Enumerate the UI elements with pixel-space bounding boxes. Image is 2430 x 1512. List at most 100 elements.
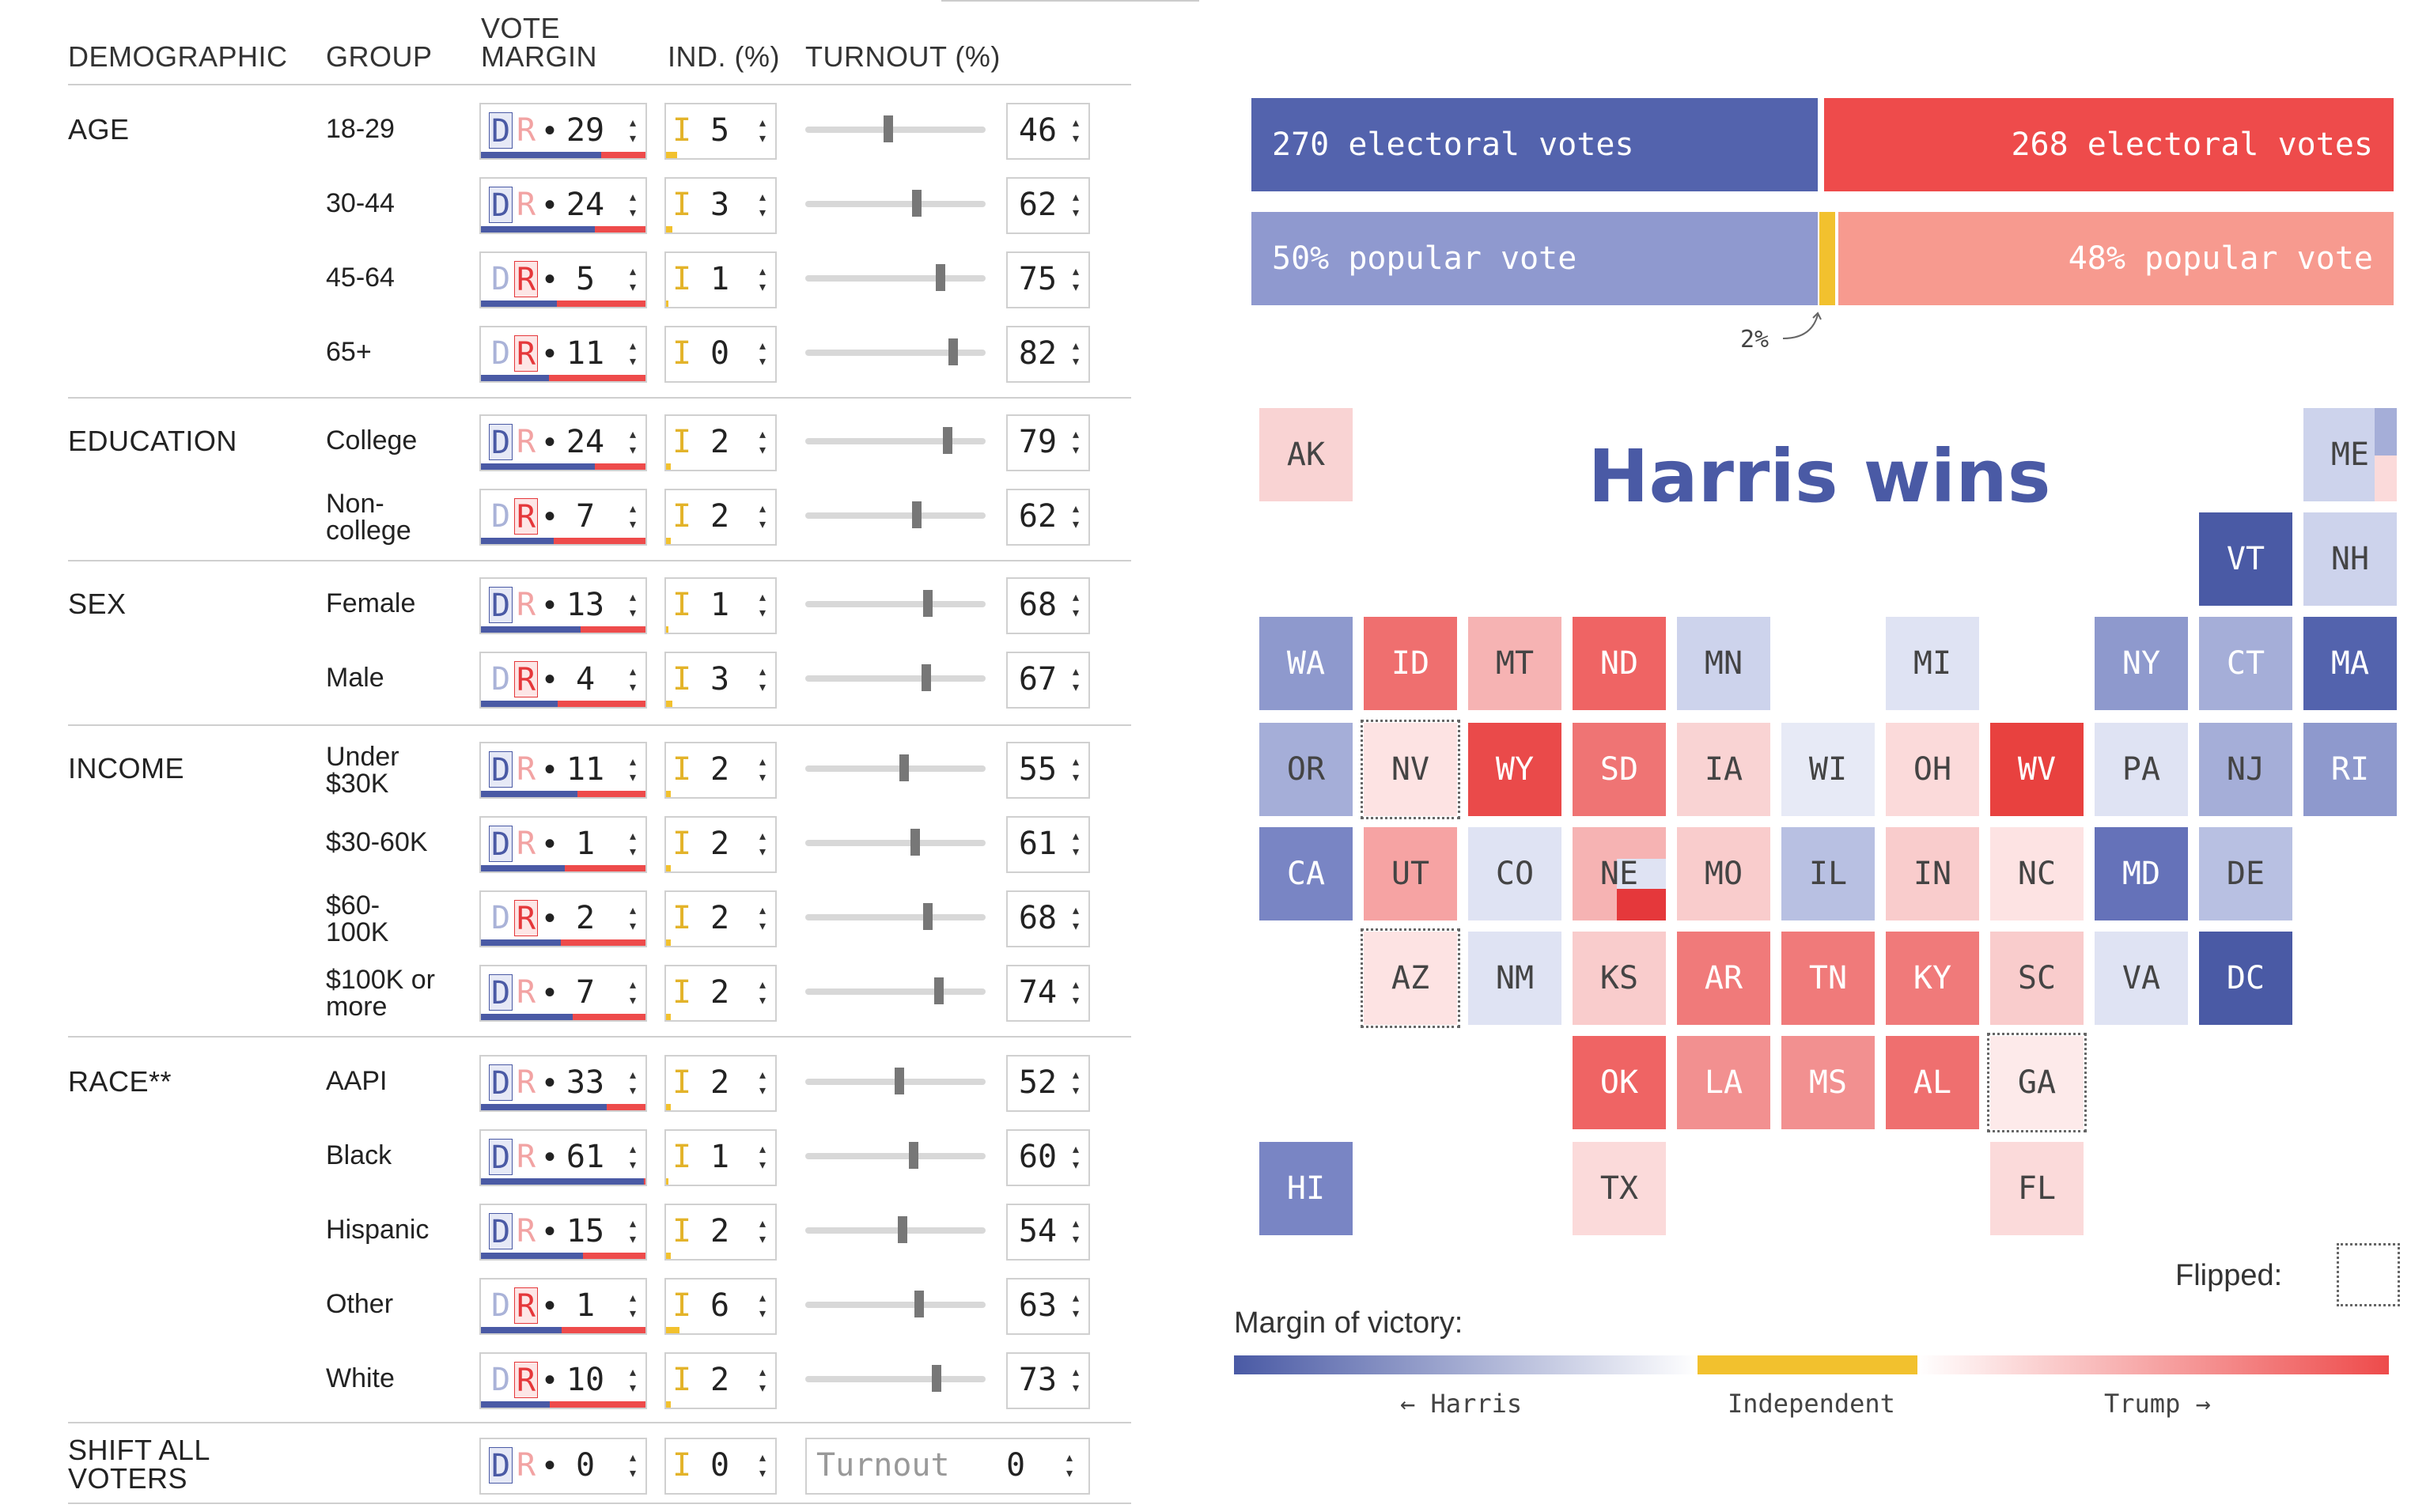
shift-all-independent-stepper[interactable]: ▴ ▾ (759, 1451, 766, 1480)
vote-margin-stepper[interactable]: ▴ ▾ (629, 665, 637, 694)
turnout-input[interactable]: 75 ▴ ▾ (1006, 251, 1090, 308)
dem-toggle[interactable]: D (489, 1447, 513, 1484)
state-tile-ak[interactable]: AK (1259, 408, 1353, 501)
independent-input[interactable]: I 2 ▴ ▾ (664, 816, 777, 873)
vote-margin-stepper[interactable]: ▴ ▾ (629, 265, 637, 294)
turnout-slider[interactable] (805, 829, 986, 856)
state-tile-pa[interactable]: PA (2095, 723, 2188, 816)
independent-input[interactable]: I 1 ▴ ▾ (664, 577, 777, 634)
turnout-input[interactable]: 61 ▴ ▾ (1006, 816, 1090, 873)
dem-toggle[interactable]: D (489, 424, 513, 461)
state-tile-ri[interactable]: RI (2303, 723, 2397, 816)
turnout-stepper[interactable]: ▴ ▾ (1072, 755, 1080, 784)
turnout-stepper[interactable]: ▴ ▾ (1072, 665, 1080, 694)
turnout-input[interactable]: 79 ▴ ▾ (1006, 414, 1090, 471)
turnout-slider[interactable] (805, 590, 986, 617)
turnout-slider-handle[interactable] (914, 1291, 924, 1317)
independent-input[interactable]: I 2 ▴ ▾ (664, 489, 777, 546)
vote-margin-stepper[interactable]: ▴ ▾ (629, 830, 637, 859)
turnout-slider-handle[interactable] (934, 977, 944, 1004)
rep-toggle[interactable]: R (516, 974, 536, 1011)
independent-stepper[interactable]: ▴ ▾ (759, 978, 766, 1007)
independent-stepper[interactable]: ▴ ▾ (759, 591, 766, 620)
state-tile-mo[interactable]: MO (1677, 827, 1770, 920)
turnout-stepper[interactable]: ▴ ▾ (1072, 1291, 1080, 1321)
turnout-stepper[interactable]: ▴ ▾ (1072, 1366, 1080, 1395)
turnout-stepper[interactable]: ▴ ▾ (1072, 116, 1080, 146)
vote-margin-stepper[interactable]: ▴ ▾ (629, 978, 637, 1007)
rep-toggle[interactable]: R (516, 587, 536, 623)
independent-stepper[interactable]: ▴ ▾ (759, 428, 766, 457)
vote-margin-input[interactable]: D R • 24 ▴ ▾ (479, 414, 647, 471)
state-tile-id[interactable]: ID (1364, 617, 1457, 710)
turnout-slider[interactable] (805, 501, 986, 528)
turnout-slider[interactable] (805, 1216, 986, 1243)
state-tile-fl[interactable]: FL (1990, 1142, 2084, 1235)
state-tile-ks[interactable]: KS (1573, 932, 1666, 1025)
vote-margin-input[interactable]: D R • 7 ▴ ▾ (479, 965, 647, 1022)
turnout-slider-handle[interactable] (895, 1068, 904, 1094)
turnout-slider-handle[interactable] (910, 829, 920, 856)
turnout-stepper[interactable]: ▴ ▾ (1072, 1217, 1080, 1246)
vote-margin-input[interactable]: D R • 5 ▴ ▾ (479, 251, 647, 308)
turnout-stepper[interactable]: ▴ ▾ (1072, 830, 1080, 859)
state-tile-nh[interactable]: NH (2303, 512, 2397, 606)
vote-margin-stepper[interactable]: ▴ ▾ (629, 904, 637, 933)
turnout-stepper[interactable]: ▴ ▾ (1072, 978, 1080, 1007)
state-tile-nj[interactable]: NJ (2199, 723, 2292, 816)
turnout-slider[interactable] (805, 264, 986, 291)
vote-margin-input[interactable]: D R • 29 ▴ ▾ (479, 103, 647, 160)
turnout-input[interactable]: 60 ▴ ▾ (1006, 1129, 1090, 1186)
state-tile-wy[interactable]: WY (1468, 723, 1561, 816)
independent-stepper[interactable]: ▴ ▾ (759, 1366, 766, 1395)
turnout-stepper[interactable]: ▴ ▾ (1072, 1068, 1080, 1098)
turnout-input[interactable]: 62 ▴ ▾ (1006, 489, 1090, 546)
turnout-slider[interactable] (805, 903, 986, 930)
shift-all-turnout-input[interactable]: Turnout 0 ▴ ▾ (805, 1438, 1090, 1495)
dem-toggle[interactable]: D (489, 974, 513, 1011)
vote-margin-stepper[interactable]: ▴ ▾ (629, 1291, 637, 1321)
state-tile-or[interactable]: OR (1259, 723, 1353, 816)
state-tile-hi[interactable]: HI (1259, 1142, 1353, 1235)
turnout-slider-handle[interactable] (884, 115, 893, 142)
rep-toggle[interactable]: R (516, 1213, 536, 1249)
independent-stepper[interactable]: ▴ ▾ (759, 116, 766, 146)
vote-margin-stepper[interactable]: ▴ ▾ (629, 428, 637, 457)
rep-toggle[interactable]: R (516, 187, 536, 223)
state-tile-az[interactable]: AZ (1361, 928, 1460, 1028)
dem-toggle[interactable]: D (490, 261, 511, 297)
turnout-slider-handle[interactable] (912, 190, 922, 217)
state-tile-tx[interactable]: TX (1573, 1142, 1666, 1235)
turnout-slider-handle[interactable] (923, 590, 933, 617)
independent-stepper[interactable]: ▴ ▾ (759, 755, 766, 784)
state-tile-de[interactable]: DE (2199, 827, 2292, 920)
independent-input[interactable]: I 2 ▴ ▾ (664, 1204, 777, 1261)
turnout-slider-handle[interactable] (923, 903, 933, 930)
dem-toggle[interactable]: D (490, 498, 511, 535)
vote-margin-stepper[interactable]: ▴ ▾ (629, 1143, 637, 1172)
state-tile-nc[interactable]: NC (1990, 827, 2084, 920)
state-tile-oh[interactable]: OH (1886, 723, 1979, 816)
state-tile-ca[interactable]: CA (1259, 827, 1353, 920)
state-tile-ok[interactable]: OK (1573, 1036, 1666, 1129)
state-tile-ar[interactable]: AR (1677, 932, 1770, 1025)
state-tile-al[interactable]: AL (1886, 1036, 1979, 1129)
vote-margin-input[interactable]: D R • 11 ▴ ▾ (479, 326, 647, 383)
independent-input[interactable]: I 2 ▴ ▾ (664, 890, 777, 947)
rep-toggle[interactable]: R (516, 751, 536, 788)
state-tile-la[interactable]: LA (1677, 1036, 1770, 1129)
independent-stepper[interactable]: ▴ ▾ (759, 1291, 766, 1321)
vote-margin-input[interactable]: D R • 33 ▴ ▾ (479, 1055, 647, 1112)
independent-input[interactable]: I 1 ▴ ▾ (664, 1129, 777, 1186)
rep-toggle[interactable]: R (514, 335, 538, 372)
state-tile-md[interactable]: MD (2095, 827, 2188, 920)
turnout-slider-handle[interactable] (912, 501, 922, 528)
state-tile-wa[interactable]: WA (1259, 617, 1353, 710)
independent-input[interactable]: I 5 ▴ ▾ (664, 103, 777, 160)
state-tile-dc[interactable]: DC (2199, 932, 2292, 1025)
rep-toggle[interactable]: R (514, 1287, 538, 1325)
turnout-stepper[interactable]: ▴ ▾ (1072, 904, 1080, 933)
vote-margin-stepper[interactable]: ▴ ▾ (629, 502, 637, 531)
vote-margin-stepper[interactable]: ▴ ▾ (629, 191, 637, 220)
independent-input[interactable]: I 2 ▴ ▾ (664, 1352, 777, 1409)
